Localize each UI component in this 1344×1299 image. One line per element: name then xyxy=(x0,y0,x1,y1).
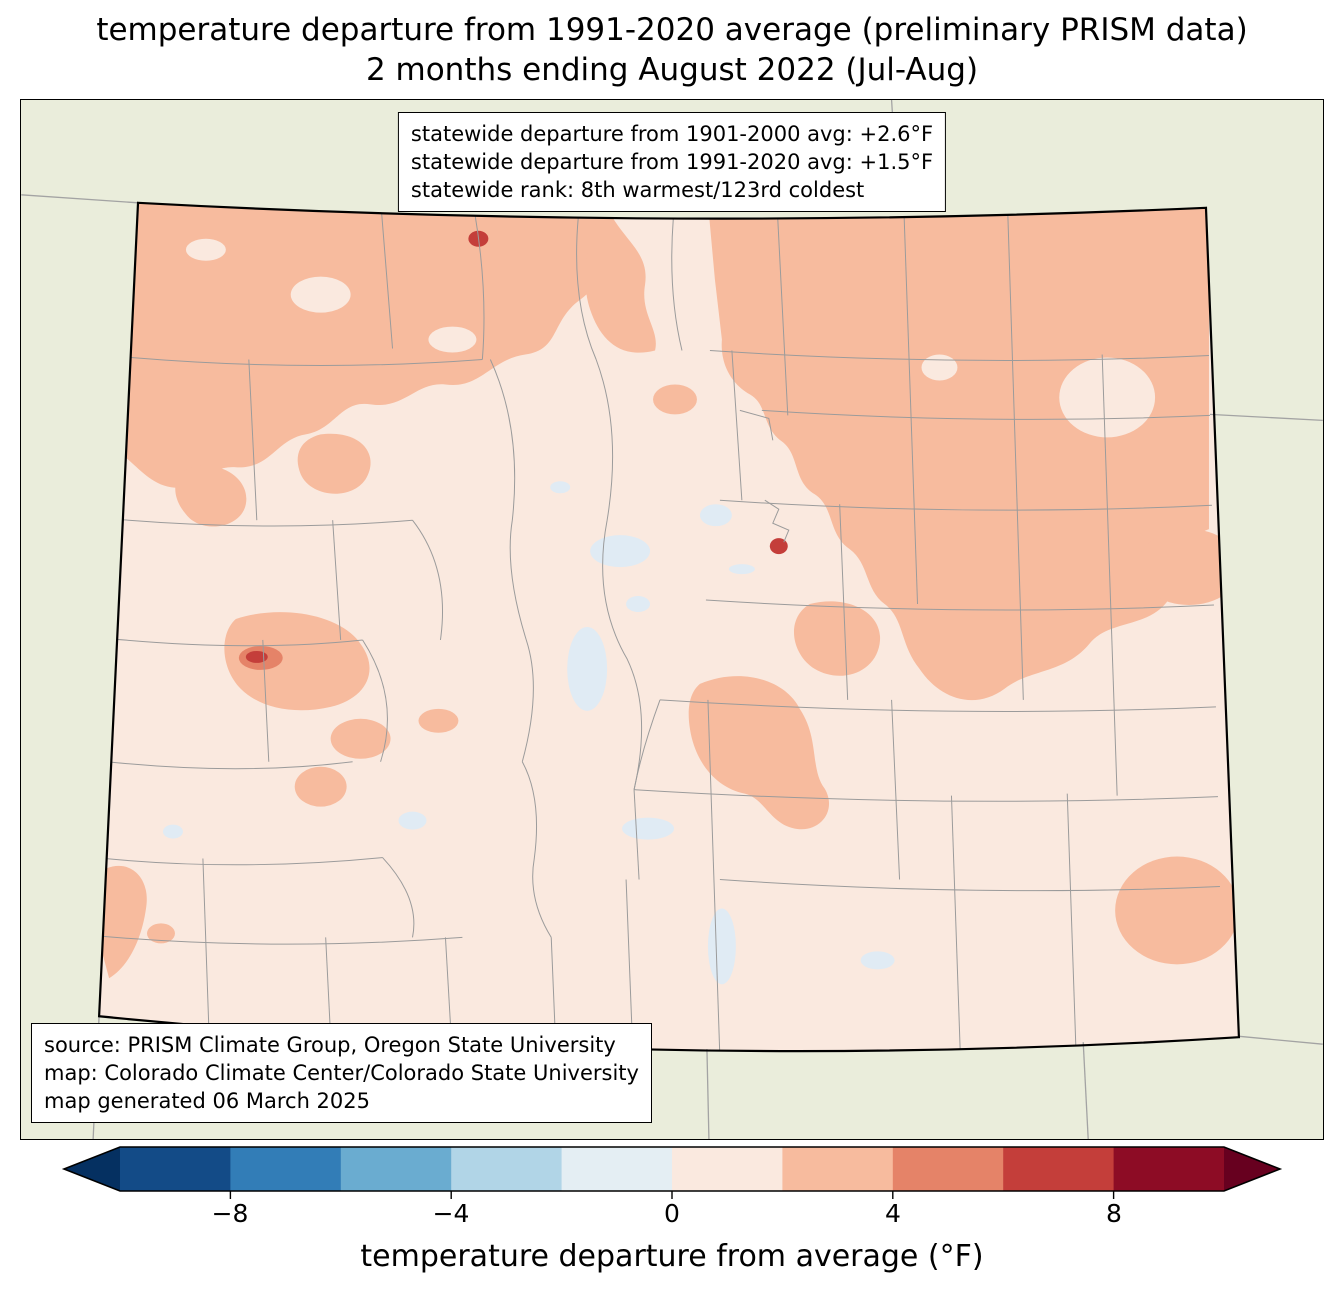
figure-title: temperature departure from 1991-2020 ave… xyxy=(0,10,1344,90)
hot-spots xyxy=(238,230,788,670)
title-line-1: temperature departure from 1991-2020 ave… xyxy=(96,12,1248,48)
source-box: source: PRISM Climate Group, Oregon Stat… xyxy=(31,1023,652,1123)
warm-anomaly-patches xyxy=(99,202,1239,979)
colorbar-tick-label: 8 xyxy=(1106,1199,1122,1228)
stats-box: statewide departure from 1901-2000 avg: … xyxy=(397,112,947,212)
colorbar-tick-label: 4 xyxy=(885,1199,901,1228)
colorbar-ticks xyxy=(229,1191,1115,1199)
cool-anomaly-patches xyxy=(162,481,895,985)
stats-line: statewide departure from 1991-2020 avg: … xyxy=(410,150,934,174)
map-canvas xyxy=(21,100,1323,1139)
source-line: source: PRISM Climate Group, Oregon Stat… xyxy=(44,1033,616,1057)
colorbar-segment xyxy=(672,1147,783,1191)
title-line-2: 2 months ending August 2022 (Jul-Aug) xyxy=(365,52,979,88)
stats-line: statewide departure from 1901-2000 avg: … xyxy=(410,122,934,146)
colorbar-axis-label: temperature departure from average (°F) xyxy=(360,1239,984,1274)
pale-patches xyxy=(185,238,1156,536)
colorbar-segment xyxy=(451,1147,563,1191)
colorbar-segment xyxy=(561,1147,673,1191)
colorbar-outline xyxy=(61,1146,1283,1192)
colorbar-segment xyxy=(892,1147,1004,1191)
colorbar-segment xyxy=(120,1147,231,1191)
colorbar-tick-label: 0 xyxy=(664,1199,680,1228)
source-line: map: Colorado Climate Center/Colorado St… xyxy=(44,1061,639,1085)
colorbar-segment xyxy=(1003,1147,1115,1191)
colorbar-segment xyxy=(340,1147,452,1191)
map-panel: statewide departure from 1901-2000 avg: … xyxy=(20,99,1324,1140)
colorbar-tick-label: −8 xyxy=(211,1199,249,1228)
stats-line: statewide rank: 8th warmest/123rd coldes… xyxy=(410,178,865,202)
colorbar xyxy=(61,1146,1283,1199)
county-lines xyxy=(103,202,1220,1052)
colorbar-tick-label: −4 xyxy=(432,1199,470,1228)
source-line: map generated 06 March 2025 xyxy=(44,1089,371,1113)
colorbar-over-arrow xyxy=(1224,1147,1280,1191)
colorbar-segment xyxy=(230,1147,342,1191)
colorbar-segment xyxy=(782,1147,894,1191)
colorbar-segment xyxy=(1113,1147,1224,1191)
colorbar-under-arrow xyxy=(64,1147,120,1191)
